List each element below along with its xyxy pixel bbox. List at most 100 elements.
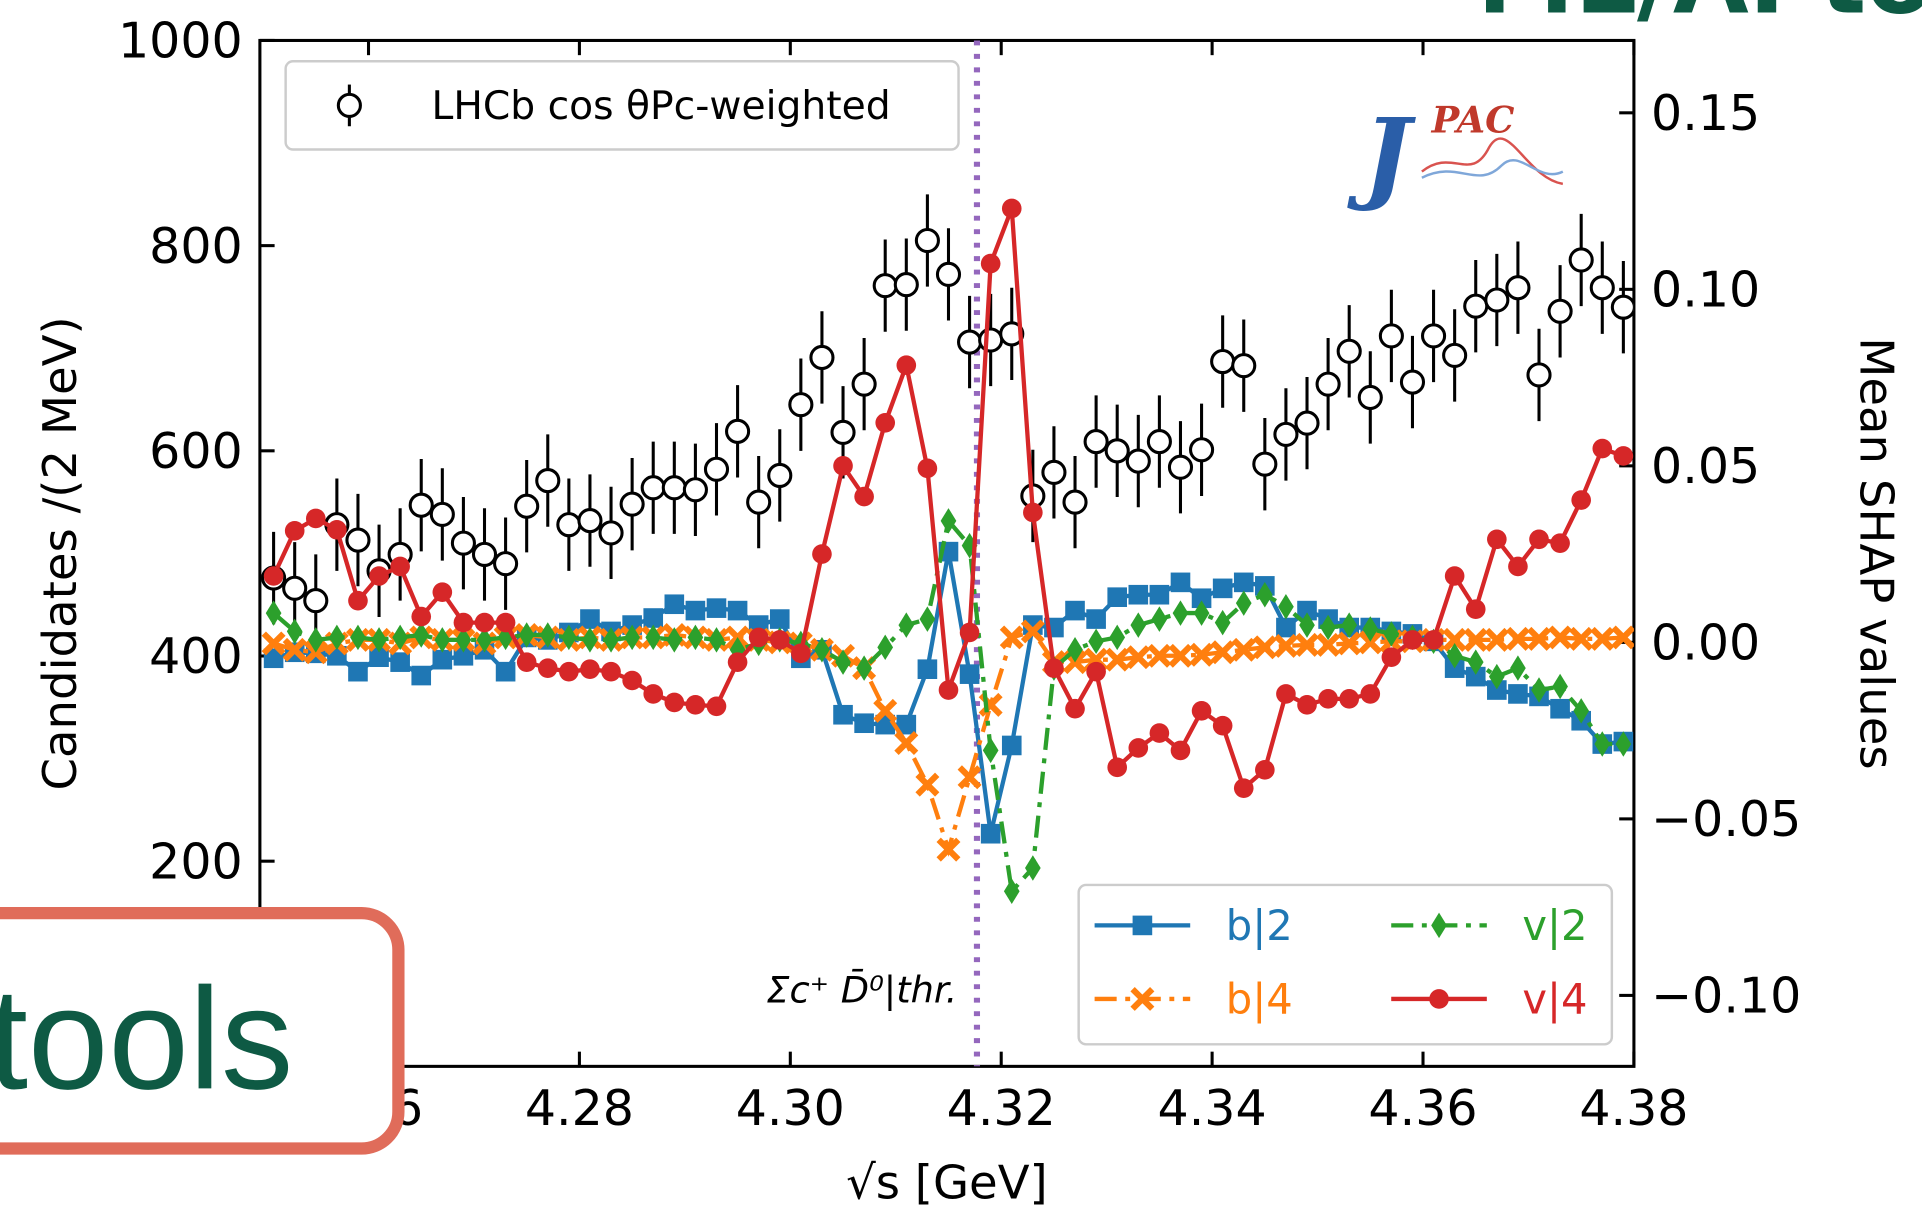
marker: [833, 456, 853, 476]
marker: [1126, 645, 1151, 670]
marker: [854, 713, 874, 734]
logo: J PAC: [1347, 96, 1564, 214]
marker: [450, 530, 476, 556]
marker: [706, 696, 727, 717]
marker: [1189, 437, 1215, 463]
series-line: [272, 628, 1624, 857]
marker: [1003, 878, 1020, 905]
marker: [1132, 915, 1153, 936]
legend-label: b|4: [1226, 975, 1293, 1024]
marker: [1231, 353, 1257, 379]
marker: [727, 600, 748, 621]
marker: [980, 253, 1001, 274]
marker: [1105, 647, 1130, 672]
marker: [350, 624, 366, 651]
marker: [833, 704, 853, 725]
marker: [1508, 556, 1528, 577]
y2-tick-label: 0.05: [1651, 437, 1760, 495]
marker: [1526, 362, 1552, 388]
legend-label: LHCb cos θPc-weighted: [431, 84, 890, 129]
marker: [936, 837, 961, 862]
marker: [518, 622, 535, 648]
marker: [1235, 590, 1252, 616]
marker: [1168, 643, 1193, 668]
marker: [957, 329, 983, 355]
marker: [1610, 294, 1634, 320]
marker: [514, 493, 540, 519]
marker: [1107, 757, 1128, 778]
marker: [1420, 323, 1447, 349]
x-tick-label: 4.34: [1158, 1079, 1267, 1137]
marker: [1252, 451, 1278, 477]
marker: [1210, 348, 1236, 375]
marker: [1484, 627, 1509, 652]
marker: [788, 392, 814, 418]
marker: [1255, 760, 1275, 780]
marker: [1341, 612, 1358, 638]
marker: [1297, 600, 1317, 621]
marker: [1128, 738, 1149, 758]
marker: [369, 647, 389, 668]
marker: [1104, 438, 1130, 464]
marker: [336, 92, 362, 118]
marker: [1128, 584, 1149, 605]
marker: [999, 321, 1025, 347]
marker: [1467, 649, 1484, 675]
marker: [1020, 619, 1045, 644]
marker: [769, 609, 790, 629]
marker: [1151, 606, 1168, 632]
marker: [682, 477, 708, 503]
marker: [516, 652, 537, 672]
plot-frame: [258, 38, 1636, 1068]
overlay: tools: [0, 907, 405, 1155]
y-tick-label: 800: [149, 217, 243, 275]
marker: [453, 645, 474, 666]
marker: [1233, 572, 1254, 593]
marker: [1360, 684, 1381, 704]
marker: [1547, 298, 1573, 324]
marker: [429, 501, 455, 527]
y2-tick-label: −0.05: [1651, 790, 1801, 848]
marker: [1086, 661, 1106, 682]
marker: [474, 612, 495, 633]
marker: [1044, 658, 1064, 678]
marker: [619, 491, 645, 517]
marker: [286, 618, 303, 645]
marker: [263, 566, 284, 586]
marker: [661, 475, 687, 501]
marker: [1505, 626, 1530, 651]
marker: [493, 551, 519, 577]
marker: [982, 737, 999, 764]
marker: [959, 622, 980, 643]
marker: [1278, 593, 1294, 620]
marker: [1170, 572, 1191, 593]
marker: [1548, 625, 1573, 650]
marker: [1358, 630, 1383, 655]
legends: LHCb cos θPc-weighted b|2 b|4 v|2 v|4: [284, 60, 1614, 1046]
marker: [263, 648, 284, 669]
marker: [898, 612, 915, 638]
marker: [1590, 626, 1615, 651]
y2-tick-label: 0.00: [1651, 614, 1760, 672]
marker: [1550, 698, 1570, 719]
marker: [959, 664, 980, 684]
marker: [1109, 624, 1126, 651]
marker: [896, 714, 917, 735]
marker: [1315, 371, 1341, 397]
marker: [791, 643, 811, 664]
marker: [1189, 642, 1214, 667]
marker: [1294, 410, 1320, 436]
marker: [1146, 429, 1172, 455]
marker: [1488, 663, 1505, 690]
marker: [1529, 529, 1549, 550]
marker: [1212, 578, 1233, 599]
marker: [685, 600, 706, 621]
marker: [453, 612, 474, 633]
marker: [497, 624, 514, 651]
marker: [935, 261, 962, 287]
marker: [1573, 698, 1590, 724]
marker: [894, 731, 919, 755]
marker: [1429, 989, 1449, 1009]
marker: [851, 371, 877, 397]
marker: [873, 698, 898, 723]
